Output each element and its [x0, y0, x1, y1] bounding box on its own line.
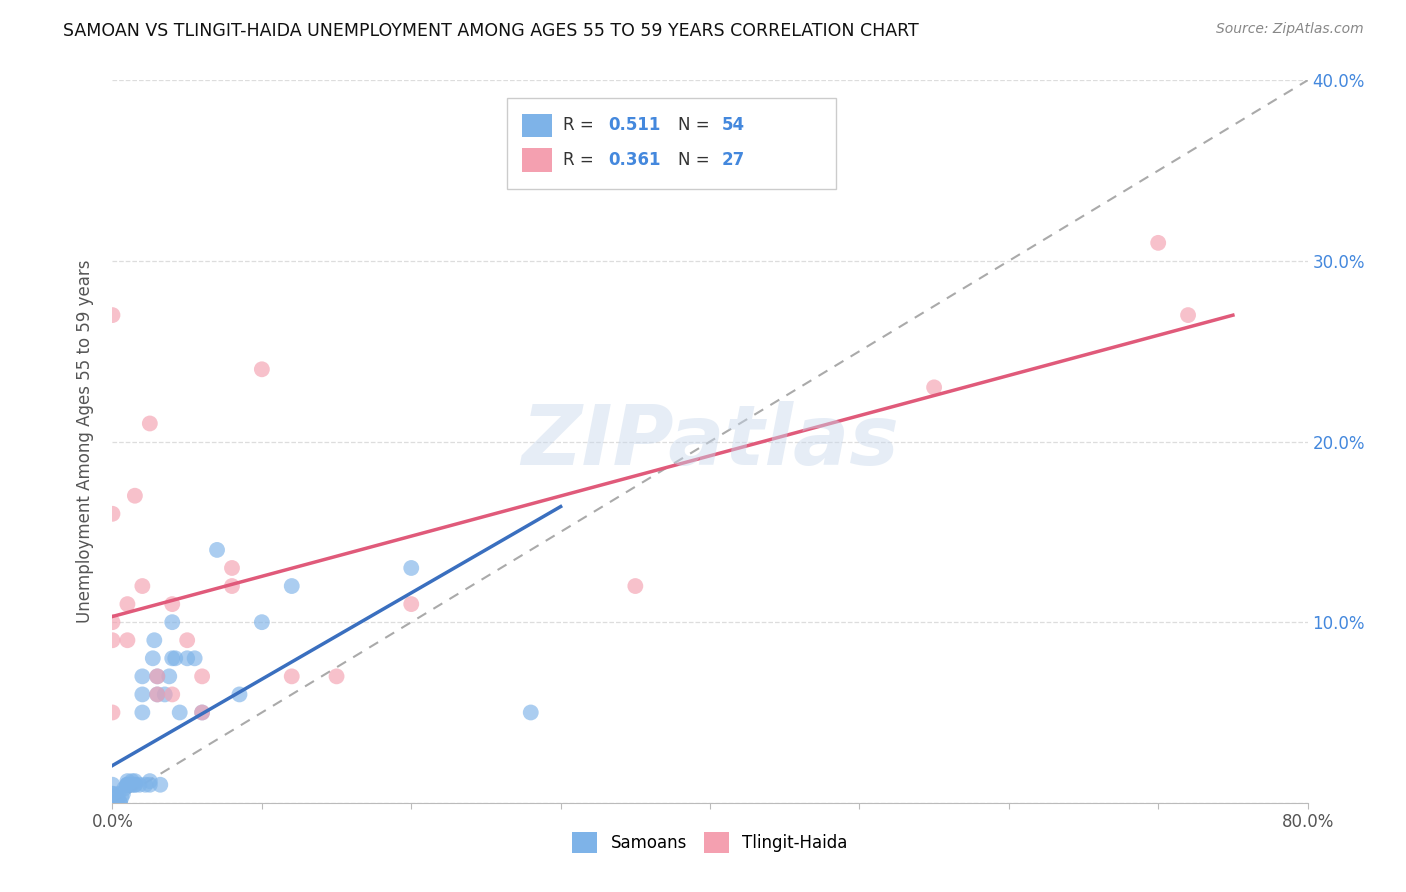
Point [124, 778, 146, 792]
Point [101, 796, 124, 810]
Text: N =: N = [678, 116, 714, 134]
Point [401, 561, 423, 575]
Point [221, 579, 243, 593]
Point [111, 787, 134, 801]
Point [146, 687, 169, 701]
Point [139, 778, 162, 792]
Point [131, 706, 153, 720]
Text: N =: N = [678, 152, 714, 169]
Point [162, 651, 183, 665]
Point [149, 778, 172, 792]
Text: R =: R = [562, 152, 599, 169]
Point [146, 687, 169, 701]
Point [101, 706, 124, 720]
Point [176, 651, 198, 665]
Point [124, 778, 146, 792]
Point [146, 669, 169, 683]
Point [250, 362, 273, 376]
Text: 27: 27 [723, 152, 745, 169]
Point [128, 778, 150, 792]
Point [105, 790, 128, 805]
Point [401, 597, 423, 611]
Point [131, 579, 153, 593]
Point [922, 380, 945, 394]
Point [1147, 235, 1170, 250]
Point [117, 778, 139, 792]
Point [124, 774, 146, 789]
Point [117, 633, 139, 648]
Point [157, 669, 180, 683]
Point [162, 615, 183, 630]
Point [191, 706, 214, 720]
Point [169, 706, 191, 720]
Point [250, 615, 273, 630]
Point [281, 579, 304, 593]
Point [205, 542, 228, 557]
Point [228, 687, 250, 701]
FancyBboxPatch shape [508, 98, 835, 189]
Point [191, 706, 214, 720]
Legend: Samoans, Tlingit-Haida: Samoans, Tlingit-Haida [565, 826, 855, 860]
Bar [523, 113, 553, 137]
Point [120, 778, 142, 792]
Point [117, 774, 139, 789]
Point [108, 796, 131, 810]
Point [131, 687, 153, 701]
Point [134, 778, 156, 792]
Point [105, 796, 128, 810]
Point [101, 796, 124, 810]
Point [162, 687, 183, 701]
Point [101, 796, 124, 810]
Point [117, 778, 139, 792]
Point [162, 597, 183, 611]
Point [142, 651, 165, 665]
Point [117, 778, 139, 792]
Point [143, 633, 166, 648]
Text: ZIPatlas: ZIPatlas [522, 401, 898, 482]
Text: Source: ZipAtlas.com: Source: ZipAtlas.com [1216, 22, 1364, 37]
Point [165, 651, 187, 665]
Point [281, 669, 304, 683]
Point [101, 796, 124, 810]
Text: 54: 54 [723, 116, 745, 134]
Point [124, 489, 146, 503]
Point [146, 669, 169, 683]
Point [101, 615, 124, 630]
Point [110, 790, 132, 805]
Point [176, 633, 198, 648]
Point [108, 796, 131, 810]
Point [139, 417, 162, 431]
Point [117, 597, 139, 611]
Point [117, 778, 139, 792]
Point [191, 669, 214, 683]
Point [121, 778, 143, 792]
Text: R =: R = [562, 116, 599, 134]
Point [121, 774, 143, 789]
Point [153, 687, 176, 701]
Point [183, 651, 205, 665]
Point [101, 633, 124, 648]
Point [325, 669, 347, 683]
Bar [523, 148, 553, 172]
Point [101, 778, 124, 792]
Point [520, 706, 543, 720]
Text: SAMOAN VS TLINGIT-HAIDA UNEMPLOYMENT AMONG AGES 55 TO 59 YEARS CORRELATION CHART: SAMOAN VS TLINGIT-HAIDA UNEMPLOYMENT AMO… [63, 22, 920, 40]
Text: 0.511: 0.511 [609, 116, 661, 134]
Point [624, 579, 647, 593]
Text: 0.361: 0.361 [609, 152, 661, 169]
Point [114, 781, 135, 796]
Point [1177, 308, 1199, 322]
Point [101, 787, 124, 801]
Point [107, 787, 129, 801]
Point [101, 507, 124, 521]
Point [139, 774, 162, 789]
Point [101, 308, 124, 322]
Y-axis label: Unemployment Among Ages 55 to 59 years: Unemployment Among Ages 55 to 59 years [76, 260, 94, 624]
Point [101, 787, 124, 801]
Point [101, 796, 124, 810]
Point [221, 561, 243, 575]
Point [131, 669, 153, 683]
